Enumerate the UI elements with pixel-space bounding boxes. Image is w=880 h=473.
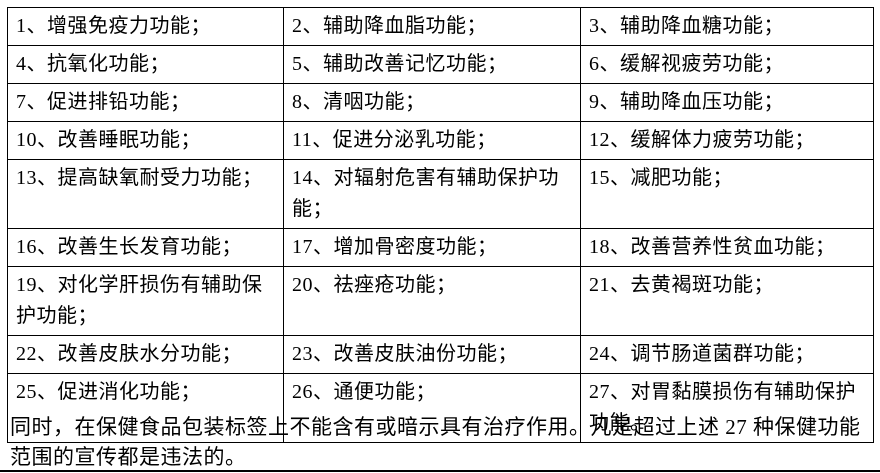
table-cell: 18、改善营养性贫血功能；	[580, 228, 874, 267]
health-functions-table: 1、增强免疫力功能； 2、辅助降血脂功能； 3、辅助降血糖功能； 4、抗氧化功能…	[7, 7, 874, 443]
table-cell: 24、调节肠道菌群功能；	[580, 335, 874, 374]
table-cell: 11、促进分泌乳功能；	[283, 121, 581, 160]
table-cell: 17、增加骨密度功能；	[283, 228, 581, 267]
table-cell: 10、改善睡眠功能；	[7, 121, 284, 160]
table-row: 1、增强免疫力功能； 2、辅助降血脂功能； 3、辅助降血糖功能；	[7, 7, 874, 46]
table-cell: 2、辅助降血脂功能；	[283, 7, 581, 46]
table-cell: 12、缓解体力疲劳功能；	[580, 121, 874, 160]
table-cell: 20、祛痤疮功能；	[283, 266, 581, 336]
table-row: 19、对化学肝损伤有辅助保护功能； 20、祛痤疮功能； 21、去黄褐斑功能；	[7, 266, 874, 336]
table-cell: 13、提高缺氧耐受力功能；	[7, 159, 284, 229]
table-cell: 26、通便功能；	[283, 373, 581, 443]
table-row: 13、提高缺氧耐受力功能； 14、对辐射危害有辅助保护功能； 15、减肥功能；	[7, 159, 874, 229]
table-cell: 3、辅助降血糖功能；	[580, 7, 874, 46]
table-cell: 8、清咽功能；	[283, 83, 581, 122]
table-cell: 25、促进消化功能；	[7, 373, 284, 443]
table-cell: 7、促进排铅功能；	[7, 83, 284, 122]
table-cell: 16、改善生长发育功能；	[7, 228, 284, 267]
table-cell: 9、辅助降血压功能；	[580, 83, 874, 122]
table-cell: 14、对辐射危害有辅助保护功能；	[283, 159, 581, 229]
bottom-divider	[0, 470, 880, 472]
table-cell: 27、对胃黏膜损伤有辅助保护功能。	[580, 373, 874, 443]
table-cell: 5、辅助改善记忆功能；	[283, 45, 581, 84]
table-row: 22、改善皮肤水分功能； 23、改善皮肤油份功能； 24、调节肠道菌群功能；	[7, 335, 874, 374]
footer-note: 同时，在保健食品包装标签上不能含有或暗示具有治疗作用。凡是超过上述 27 种保健…	[10, 415, 861, 469]
table-row: 25、促进消化功能； 26、通便功能； 27、对胃黏膜损伤有辅助保护功能。	[7, 373, 874, 443]
table-cell: 6、缓解视疲劳功能；	[580, 45, 874, 84]
table-cell: 1、增强免疫力功能；	[7, 7, 284, 46]
table-row: 4、抗氧化功能； 5、辅助改善记忆功能； 6、缓解视疲劳功能；	[7, 45, 874, 84]
table-row: 16、改善生长发育功能； 17、增加骨密度功能； 18、改善营养性贫血功能；	[7, 228, 874, 267]
table-row: 7、促进排铅功能； 8、清咽功能； 9、辅助降血压功能；	[7, 83, 874, 122]
table-cell: 4、抗氧化功能；	[7, 45, 284, 84]
table-cell: 22、改善皮肤水分功能；	[7, 335, 284, 374]
table-row: 10、改善睡眠功能； 11、促进分泌乳功能； 12、缓解体力疲劳功能；	[7, 121, 874, 160]
table-cell: 23、改善皮肤油份功能；	[283, 335, 581, 374]
table-cell: 19、对化学肝损伤有辅助保护功能；	[7, 266, 284, 336]
table-cell: 15、减肥功能；	[580, 159, 874, 229]
table-cell: 21、去黄褐斑功能；	[580, 266, 874, 336]
